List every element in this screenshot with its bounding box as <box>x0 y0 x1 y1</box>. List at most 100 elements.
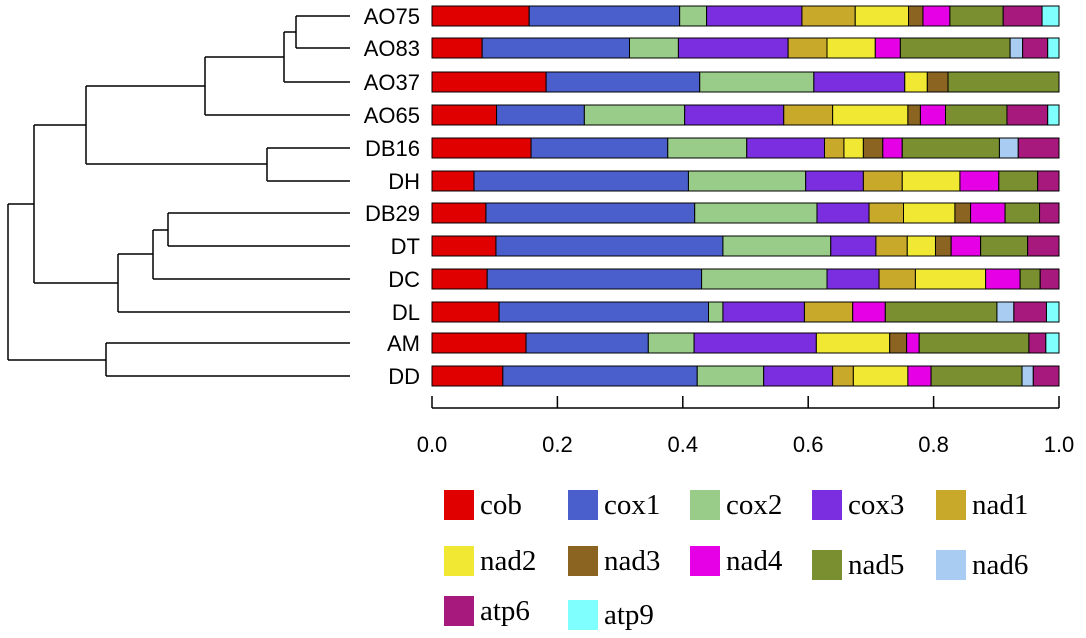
bar-db29-nad2 <box>903 202 956 224</box>
bar-ao75-cob <box>431 5 530 27</box>
legend-label-nad5: nad5 <box>848 549 904 581</box>
bar-am-atp6 <box>1028 332 1047 354</box>
taxon-label-dt: DT <box>391 234 420 259</box>
taxon-label-ao83: AO83 <box>364 36 420 61</box>
bar-dh-cox2 <box>687 170 807 192</box>
bar-ao75-nad2 <box>854 5 910 27</box>
bar-dc-cox1 <box>486 268 703 290</box>
bar-db16-nad1 <box>824 137 845 159</box>
bar-db29-cox2 <box>694 202 818 224</box>
bars <box>431 5 1060 387</box>
bar-ao65-cox3 <box>684 104 785 126</box>
bar-dd-cob <box>431 365 504 387</box>
bar-ao75-atp6 <box>1002 5 1043 27</box>
taxon-label-ao65: AO65 <box>364 103 420 128</box>
bar-ao83-cox3 <box>677 37 789 59</box>
bar-ao37-cox3 <box>813 71 906 93</box>
bar-ao75-cox2 <box>679 5 708 27</box>
bar-dh-atp6 <box>1037 170 1060 192</box>
bar-ao65-nad2 <box>832 104 909 126</box>
bar-ao83-nad5 <box>899 37 1011 59</box>
bar-ao83-nad2 <box>826 37 876 59</box>
tree-node-dl <box>34 254 119 312</box>
bar-ao37-cox1 <box>545 71 701 93</box>
bar-db16-nad3 <box>862 137 884 159</box>
bar-db16-nad5 <box>901 137 1000 159</box>
taxon-label-db16: DB16 <box>365 136 420 161</box>
bar-ao65-nad3 <box>907 104 921 126</box>
bar-dt-nad4 <box>950 235 982 257</box>
x-tick-label-0-6: 0.6 <box>793 432 824 457</box>
bar-ao65-nad5 <box>945 104 1008 126</box>
bar-db16-cox1 <box>530 137 669 159</box>
taxon-label-dl: DL <box>392 300 420 325</box>
bar-db29-nad3 <box>954 202 972 224</box>
bar-dl-cox3 <box>722 301 805 323</box>
x-tick-label-0-0: 0.0 <box>417 432 448 457</box>
bar-dc-cox2 <box>701 268 828 290</box>
legend-label-atp9: atp9 <box>604 599 654 631</box>
bar-dt-nad3 <box>934 235 952 257</box>
legend-swatch-nad3 <box>568 546 598 576</box>
bar-ao83-atp9 <box>1047 37 1060 59</box>
bar-db29-nad1 <box>868 202 905 224</box>
bar-ao37-cob <box>431 71 547 93</box>
bar-dt-atp6 <box>1027 235 1060 257</box>
bar-ao75-nad5 <box>949 5 1004 27</box>
legend-label-nad1: nad1 <box>972 489 1028 521</box>
bar-ao65-atp6 <box>1006 104 1049 126</box>
taxon-label-dd: DD <box>388 364 420 389</box>
x-axis: 0.0 0.2 0.4 0.6 0.8 1.0 <box>417 396 1074 457</box>
bar-dt-cox2 <box>722 235 832 257</box>
bar-dd-nad5 <box>930 365 1023 387</box>
bar-dc-cox3 <box>826 268 880 290</box>
bar-db16-nad4 <box>882 137 903 159</box>
bar-ao37-nad2 <box>904 71 928 93</box>
bar-db29-cob <box>431 202 487 224</box>
bar-dl-nad6 <box>996 301 1015 323</box>
bar-dc-atp6 <box>1039 268 1060 290</box>
bar-dc-nad5 <box>1019 268 1041 290</box>
bar-db16-cob <box>431 137 532 159</box>
bar-ao37-nad3 <box>926 71 949 93</box>
bar-dd-nad6 <box>1021 365 1034 387</box>
taxon-label-am: AM <box>387 331 420 356</box>
tree-node-dc <box>118 230 154 279</box>
bar-ao65-cox2 <box>583 104 686 126</box>
bar-db29-nad4 <box>970 202 1006 224</box>
bar-ao83-nad1 <box>787 37 828 59</box>
bar-db16-cox3 <box>746 137 826 159</box>
bar-dt-nad5 <box>980 235 1029 257</box>
bar-db16-atp6 <box>1017 137 1060 159</box>
bar-am-cob <box>431 332 527 354</box>
bar-db16-nad2 <box>843 137 864 159</box>
bar-ao83-cox2 <box>629 37 679 59</box>
bar-ao65-nad1 <box>783 104 834 126</box>
bar-am-nad3 <box>889 332 908 354</box>
tree-node-db16-dh <box>86 148 268 181</box>
bar-am-nad5 <box>918 332 1030 354</box>
legend-label-nad6: nad6 <box>972 549 1028 581</box>
legend-swatch-atp6 <box>444 596 474 626</box>
legend-label-cox3: cox3 <box>848 489 904 521</box>
bar-dl-nad5 <box>884 301 998 323</box>
bar-dl-cob <box>431 301 500 323</box>
bar-am-nad4 <box>906 332 920 354</box>
legend-label-cob: cob <box>480 489 522 521</box>
bar-dh-nad2 <box>901 170 961 192</box>
taxon-label-dh: DH <box>388 169 420 194</box>
legend-label-atp6: atp6 <box>480 595 530 627</box>
bar-am-cox3 <box>693 332 817 354</box>
bar-dd-cox2 <box>696 365 765 387</box>
bar-ao65-cox1 <box>496 104 585 126</box>
tree-node-am-dd <box>8 343 107 376</box>
bar-dh-cob <box>431 170 475 192</box>
taxon-label-ao75: AO75 <box>364 4 420 29</box>
legend-swatch-cob <box>444 490 474 520</box>
x-tick-label-0-4: 0.4 <box>668 432 699 457</box>
bar-am-cox2 <box>647 332 695 354</box>
bar-dh-nad5 <box>998 170 1039 192</box>
legend-swatch-cox1 <box>568 490 598 520</box>
legend-label-nad2: nad2 <box>480 545 536 577</box>
bar-dt-nad1 <box>875 235 908 257</box>
